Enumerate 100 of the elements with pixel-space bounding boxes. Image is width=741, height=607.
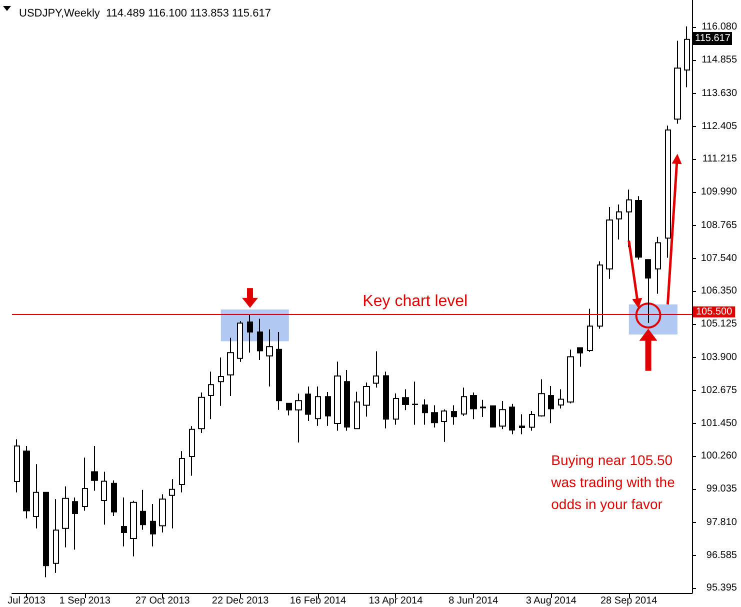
y-tick-label: 116.080: [702, 21, 738, 32]
candlestick: [227, 337, 234, 397]
x-tick-label: 27 Oct 2013: [135, 596, 190, 606]
candlestick: [14, 438, 20, 493]
candlestick: [344, 370, 350, 432]
candlestick: [33, 464, 39, 529]
candlestick: [247, 314, 253, 354]
candlestick: [111, 480, 117, 516]
candlestick: [159, 494, 166, 534]
candlestick: [121, 497, 127, 547]
candlestick: [645, 259, 651, 324]
annotation: Buying near 105.50 was trading with the odds in your favor: [551, 451, 676, 514]
candlestick: [208, 371, 214, 420]
annotation: Key chart level: [362, 292, 469, 312]
candlestick: [548, 386, 554, 424]
candlestick: [402, 388, 409, 411]
candlestick: [616, 204, 622, 240]
candlestick: [597, 260, 603, 330]
y-tick-label: 106.350: [700, 285, 738, 296]
candlestick: [655, 236, 661, 294]
y-tick-label: 108.765: [700, 220, 738, 231]
candlestick: [509, 403, 515, 435]
x-tick-label: 22 Dec 2013: [212, 596, 270, 606]
candlestick: [276, 332, 282, 410]
candlestick: [325, 391, 331, 426]
x-tick-label: 16 Feb 2014: [290, 596, 347, 606]
candlestick: [150, 504, 156, 547]
candlestick: [286, 402, 292, 416]
y-tick-label: 103.900: [700, 352, 738, 363]
y-tick-label: 107.540: [700, 253, 738, 264]
x-tick-label: 13 Apr 2014: [368, 596, 424, 606]
candlestick: [461, 387, 467, 416]
y-tick-label: 114.855: [702, 54, 738, 66]
candlestick: [606, 206, 613, 280]
y-tick-label: 109.990: [700, 186, 738, 198]
candlestick: [62, 486, 69, 548]
candlestick: [577, 347, 583, 368]
y-tick-label: 96.585: [706, 550, 738, 562]
candlestick: [334, 361, 341, 432]
candlestick: [587, 308, 593, 352]
x-tick-label: Jul 2013: [8, 596, 46, 606]
candlestick: [567, 349, 574, 404]
y-tick-label: 100.260: [700, 450, 738, 462]
candlestick: [169, 478, 175, 529]
candlestick: [383, 371, 389, 429]
x-tick-label: 3 Aug 2014: [526, 596, 577, 606]
y-tick-label: 111.215: [702, 153, 738, 164]
y-tick-label: 99.035: [706, 484, 738, 495]
candlestick: [179, 450, 185, 493]
candlestick: [519, 414, 525, 435]
candlestick: [499, 400, 506, 430]
candlestick: [315, 386, 321, 426]
candlestick: [480, 399, 486, 418]
candlestick: [53, 498, 59, 574]
candlestick: [189, 426, 195, 476]
candlestick: [82, 457, 88, 512]
x-tick-label: 8 Jun 2014: [448, 596, 499, 606]
candlestick: [354, 391, 360, 430]
y-tick-label: 97.810: [706, 516, 738, 528]
y-tick-label: 95.395: [706, 582, 738, 594]
candlestick: [295, 393, 302, 443]
y-tick-label: 105.125: [700, 318, 738, 330]
candlestick: [490, 405, 496, 428]
x-tick-label: 28 Sep 2014: [600, 596, 658, 606]
candlestick: [470, 392, 477, 420]
candlestick: [363, 382, 370, 418]
candlestick: [412, 381, 418, 426]
candlestick: [218, 357, 224, 406]
candlestick: [635, 196, 642, 260]
candlestick: [665, 125, 671, 258]
candlestick: [451, 404, 457, 426]
candlestick: [626, 189, 632, 248]
candlestick: [257, 318, 263, 360]
candlestick: [237, 320, 243, 362]
candlestick: [422, 398, 428, 426]
candlestick: [441, 408, 447, 442]
candlestick: [101, 471, 107, 526]
candlestick: [130, 500, 137, 557]
ref-line-label: 105.500: [696, 306, 733, 318]
annotation: 115.617: [693, 32, 732, 46]
candlestick: [43, 491, 49, 578]
candlestick: [558, 388, 564, 410]
candlestick: [23, 445, 30, 519]
candlestick: [266, 328, 273, 388]
candlestick: [393, 392, 399, 426]
candlestick: [431, 404, 438, 428]
text: USDJPY,Weekly 114.489 116.100 113.853 115.617: [19, 8, 271, 20]
candlestick: [198, 392, 205, 434]
candlestick: [373, 350, 379, 388]
x-tick-label: 1 Sep 2013: [59, 596, 111, 606]
candlestick: [140, 489, 146, 530]
candlestick: [305, 386, 311, 422]
candlestick: [684, 26, 690, 88]
candlestick: [529, 410, 535, 432]
candlestick: [674, 40, 681, 124]
candlestick: [538, 378, 545, 418]
y-tick-label: 112.405: [702, 121, 738, 132]
y-tick-label: 101.450: [700, 418, 738, 430]
candlestick: [72, 497, 78, 550]
y-tick-label: 113.630: [702, 88, 738, 99]
